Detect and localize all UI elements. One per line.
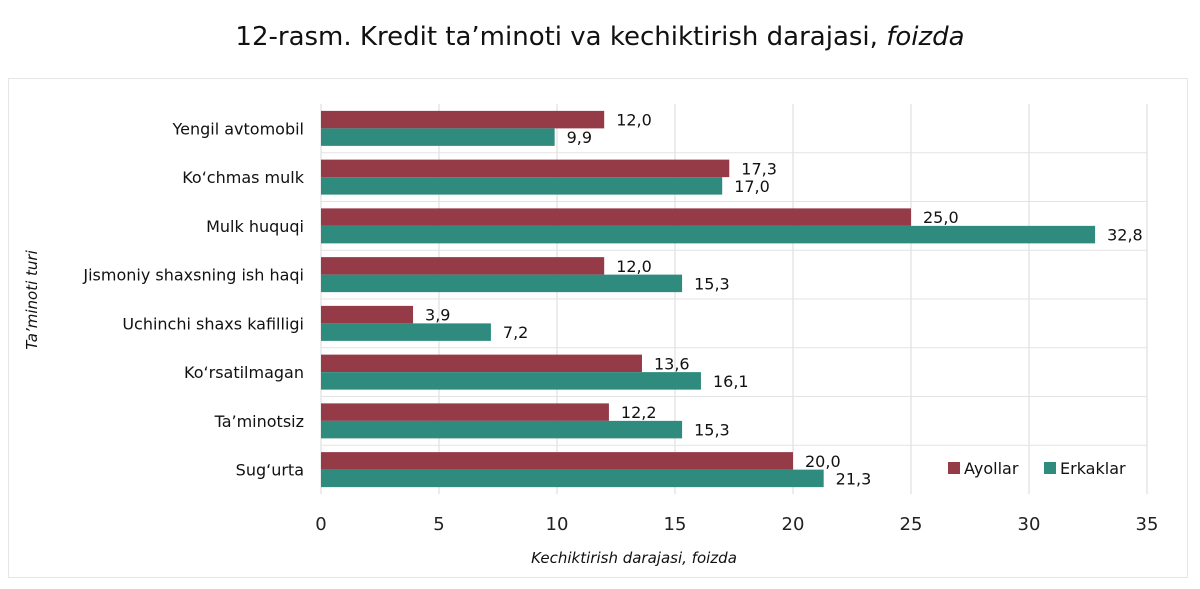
bar-ayollar: [321, 110, 605, 129]
chart-title: 12-rasm. Kredit ta’minoti va kechiktiris…: [0, 22, 1200, 52]
bar-ayollar: [321, 403, 609, 421]
legend-swatch: [948, 462, 960, 474]
x-tick-label: 0: [315, 514, 326, 535]
category-label: Ko‘chmas mulk: [182, 168, 304, 187]
x-tick-label: 5: [433, 514, 444, 535]
x-tick-label: 15: [664, 514, 687, 535]
data-label: 12,2: [621, 403, 657, 422]
bar-erkaklar: [321, 323, 491, 341]
category-label: Ko‘rsatilmagan: [184, 363, 304, 382]
y-axis-title: Ta’minoti turi: [23, 249, 41, 349]
legend-label: Erkaklar: [1060, 459, 1126, 478]
data-label: 12,0: [616, 257, 652, 276]
category-label: Sug‘urta: [236, 461, 304, 480]
data-label: 17,0: [734, 177, 770, 196]
bar-erkaklar: [321, 372, 701, 390]
chart-title-number: 12-rasm.: [235, 22, 352, 52]
x-axis-title: Kechiktirish darajasi, foizda: [531, 549, 737, 567]
category-label: Ta’minotsiz: [214, 412, 304, 431]
chart-frame: [8, 78, 1188, 578]
legend-swatch: [1044, 462, 1056, 474]
bar-erkaklar: [321, 128, 555, 146]
data-label: 15,3: [694, 421, 730, 440]
data-label: 9,9: [567, 128, 592, 147]
category-label: Uchinchi shaxs kafilligi: [122, 314, 304, 333]
data-label: 13,6: [654, 354, 690, 373]
category-label: Yengil avtomobil: [171, 119, 304, 138]
x-tick-label: 30: [1018, 514, 1041, 535]
data-label: 7,2: [503, 323, 528, 342]
bar-ayollar: [321, 452, 793, 470]
x-tick-label: 20: [782, 514, 805, 535]
bar-erkaklar: [321, 274, 683, 293]
bar-ayollar: [321, 159, 730, 178]
bar-erkaklar: [321, 225, 1096, 244]
data-label: 17,3: [741, 159, 777, 178]
bar-ayollar: [321, 305, 414, 324]
bar-erkaklar: [321, 420, 683, 439]
x-tick-label: 10: [546, 514, 569, 535]
data-label: 12,0: [616, 111, 652, 130]
bar-erkaklar: [321, 177, 723, 195]
data-label: 25,0: [923, 208, 959, 227]
data-label: 21,3: [836, 469, 872, 488]
data-label: 20,0: [805, 452, 841, 471]
data-label: 32,8: [1107, 226, 1143, 245]
data-label: 3,9: [425, 306, 450, 325]
bar-ayollar: [321, 354, 642, 373]
data-label: 16,1: [713, 372, 749, 391]
x-tick-label: 25: [900, 514, 923, 535]
x-tick-label: 35: [1136, 514, 1159, 535]
chart-title-main: Kredit ta’minoti va kechiktirish darajas…: [359, 22, 878, 52]
chart-title-unit: foizda: [886, 22, 965, 52]
category-label: Jismoniy shaxsning ish haqi: [82, 266, 304, 285]
legend-label: Ayollar: [964, 459, 1019, 478]
bar-ayollar: [321, 257, 605, 275]
bar-ayollar: [321, 208, 911, 226]
bar-erkaklar: [321, 469, 824, 488]
category-label: Mulk huquqi: [206, 217, 304, 236]
data-label: 15,3: [694, 274, 730, 293]
